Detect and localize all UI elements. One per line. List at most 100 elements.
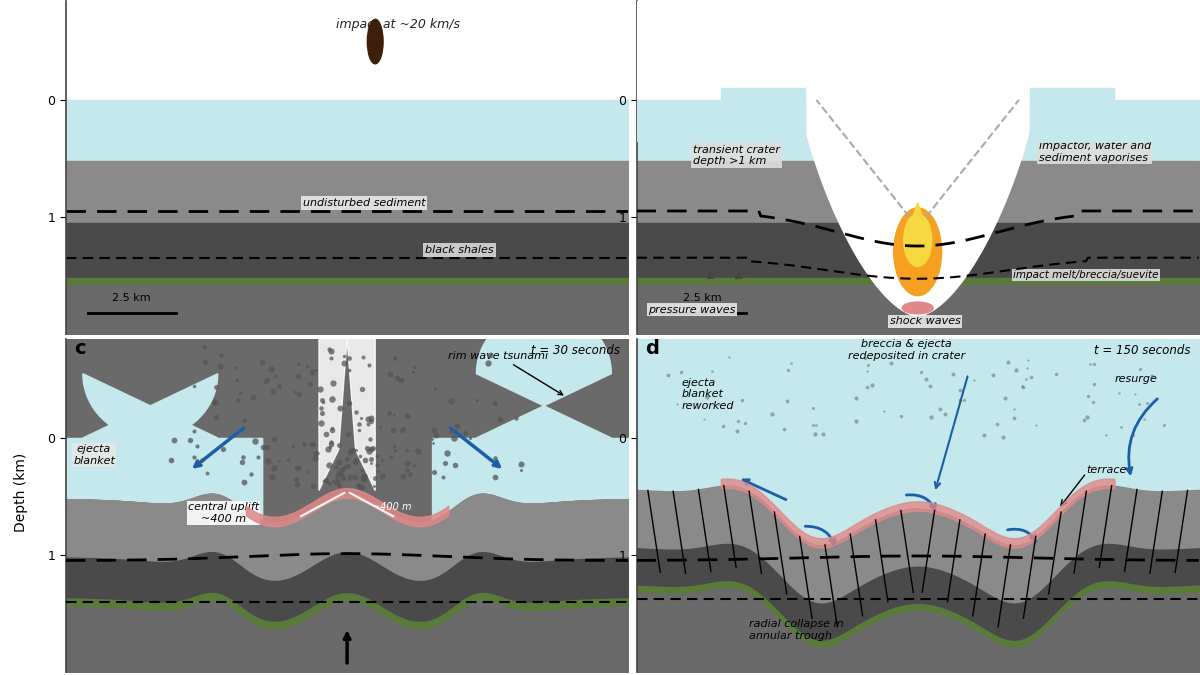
Point (350, 418, 370, 429)
Text: ~400 m: ~400 m (372, 502, 412, 512)
Point (365, 481, 384, 491)
Point (361, 416, 380, 427)
Point (857, 382, 876, 393)
Point (390, 375, 409, 385)
Point (425, 384, 444, 395)
Point (846, 392, 865, 403)
Point (185, 381, 204, 392)
Point (257, 375, 276, 385)
Point (323, 394, 342, 404)
Point (394, 423, 413, 434)
Point (361, 443, 380, 454)
Point (180, 435, 199, 446)
Point (404, 362, 424, 373)
Point (288, 462, 307, 473)
Point (338, 429, 358, 439)
Point (732, 394, 751, 405)
Point (278, 455, 298, 466)
Point (197, 468, 216, 479)
Point (445, 460, 464, 470)
Point (308, 448, 328, 458)
Point (485, 452, 504, 463)
Point (920, 380, 940, 391)
Point (782, 357, 802, 368)
Point (1019, 354, 1038, 365)
Point (205, 396, 224, 407)
Ellipse shape (367, 20, 383, 63)
Point (434, 458, 454, 468)
Point (265, 371, 284, 381)
Point (326, 462, 346, 472)
Text: fireball: fireball (898, 26, 938, 38)
Point (846, 416, 865, 427)
Point (322, 437, 341, 448)
Point (326, 477, 346, 487)
Point (298, 360, 317, 371)
Point (892, 411, 911, 422)
Point (859, 360, 878, 371)
Point (340, 352, 359, 363)
Point (983, 370, 1002, 381)
Point (353, 352, 372, 363)
Text: breccia & ejecta
redeposited in crater: breccia & ejecta redeposited in crater (848, 339, 965, 360)
Text: 2.5 km: 2.5 km (683, 293, 721, 303)
Point (244, 392, 263, 402)
Point (322, 422, 341, 433)
Point (974, 429, 994, 440)
Point (329, 457, 348, 468)
Point (922, 412, 941, 423)
Point (964, 375, 983, 386)
Point (930, 404, 949, 414)
Point (917, 374, 936, 385)
Point (806, 419, 826, 430)
Point (401, 469, 420, 480)
Point (713, 420, 732, 431)
Point (384, 440, 403, 451)
Point (994, 431, 1013, 442)
Point (194, 342, 214, 352)
Point (697, 392, 716, 402)
Point (762, 408, 781, 419)
Point (331, 465, 350, 476)
Point (448, 421, 467, 432)
Point (388, 372, 407, 383)
Point (329, 439, 348, 450)
Point (289, 358, 308, 369)
Point (336, 462, 355, 472)
Point (703, 399, 722, 410)
Point (262, 363, 281, 374)
Point (1084, 397, 1103, 408)
Point (192, 454, 211, 465)
Point (1078, 412, 1097, 423)
Point (355, 454, 374, 465)
Point (353, 481, 372, 492)
Point (943, 369, 962, 379)
Point (320, 441, 340, 452)
Point (367, 459, 386, 470)
Point (1016, 374, 1036, 385)
Text: ejecta curtain: ejecta curtain (704, 39, 841, 115)
Point (335, 358, 354, 369)
Point (1004, 404, 1024, 414)
Point (804, 403, 823, 414)
Point (312, 394, 331, 405)
Point (162, 454, 181, 465)
Point (302, 439, 322, 450)
Point (352, 413, 371, 424)
Text: rim wave tsunami: rim wave tsunami (449, 350, 563, 395)
Point (322, 438, 341, 449)
Text: pressure waves: pressure waves (648, 304, 736, 315)
Point (347, 445, 366, 456)
Point (359, 360, 378, 371)
Point (332, 469, 352, 480)
Point (349, 425, 368, 435)
Point (709, 399, 728, 410)
Point (728, 415, 748, 426)
Point (950, 385, 970, 396)
Polygon shape (83, 374, 217, 438)
Point (1027, 419, 1046, 430)
Point (206, 381, 226, 392)
Point (445, 433, 464, 444)
Text: terrace: terrace (1086, 465, 1127, 475)
Point (304, 481, 323, 492)
